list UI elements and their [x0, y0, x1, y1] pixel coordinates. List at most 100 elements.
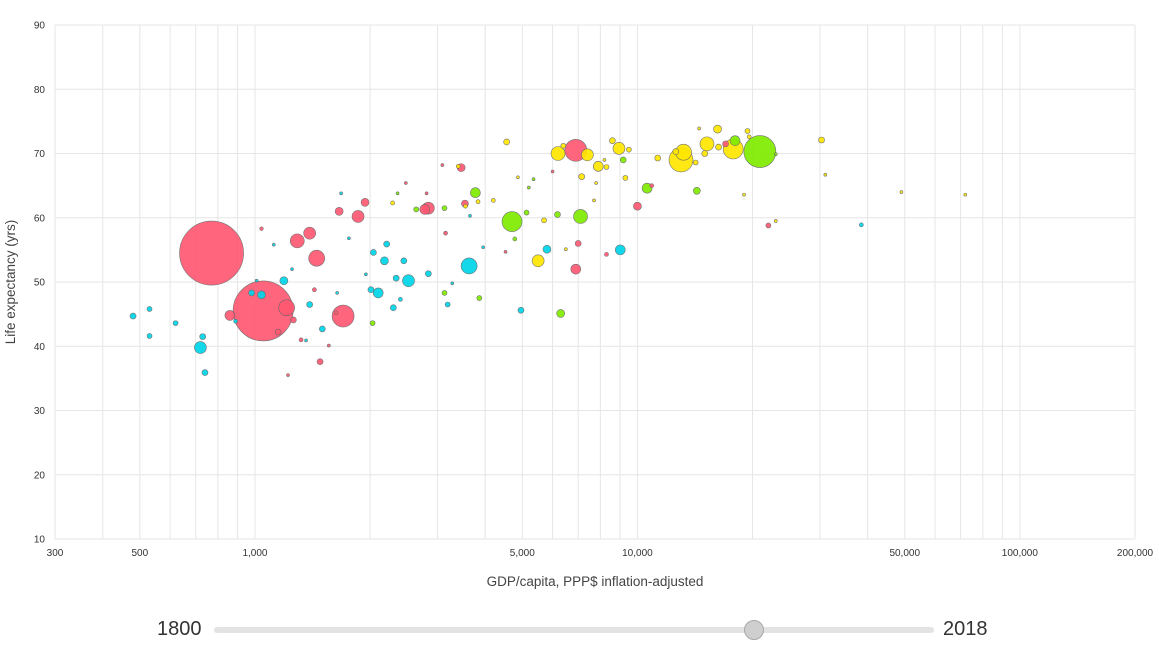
- bubble[interactable]: [257, 290, 266, 300]
- bubble[interactable]: [481, 245, 485, 250]
- bubble[interactable]: [672, 148, 680, 155]
- bubble[interactable]: [633, 201, 642, 211]
- bubble[interactable]: [503, 250, 508, 254]
- bubble[interactable]: [383, 240, 390, 248]
- bubble[interactable]: [312, 287, 317, 293]
- bubble[interactable]: [372, 287, 384, 299]
- bubble[interactable]: [424, 191, 429, 196]
- bubble[interactable]: [701, 150, 709, 157]
- bubble[interactable]: [254, 278, 259, 283]
- bubble[interactable]: [279, 276, 289, 286]
- bubble[interactable]: [443, 230, 448, 236]
- bubble[interactable]: [278, 299, 295, 317]
- bubble[interactable]: [468, 214, 472, 218]
- bubble[interactable]: [581, 148, 594, 162]
- bubble[interactable]: [503, 138, 510, 146]
- bubble[interactable]: [491, 198, 496, 203]
- bubble[interactable]: [744, 128, 751, 134]
- bubble[interactable]: [398, 297, 403, 302]
- bubble[interactable]: [201, 369, 209, 376]
- bubble[interactable]: [395, 191, 400, 196]
- bubble[interactable]: [729, 135, 741, 146]
- bubble[interactable]: [444, 301, 451, 308]
- bubble[interactable]: [331, 304, 355, 328]
- bubble[interactable]: [773, 219, 778, 223]
- bubble[interactable]: [335, 291, 339, 295]
- bubble[interactable]: [609, 137, 616, 144]
- bubble[interactable]: [622, 175, 629, 181]
- bubble[interactable]: [339, 191, 343, 196]
- bubble[interactable]: [271, 242, 276, 247]
- slider-track[interactable]: [214, 627, 934, 633]
- bubble[interactable]: [316, 358, 324, 365]
- bubble[interactable]: [303, 226, 316, 240]
- bubble[interactable]: [603, 164, 610, 170]
- bubble[interactable]: [390, 200, 395, 206]
- bubble[interactable]: [649, 183, 655, 188]
- bubble[interactable]: [129, 312, 137, 320]
- bubble[interactable]: [440, 163, 445, 167]
- bubble[interactable]: [470, 187, 481, 198]
- bubble[interactable]: [327, 343, 331, 348]
- bubble[interactable]: [194, 341, 207, 354]
- bubble[interactable]: [963, 192, 968, 197]
- bubble[interactable]: [413, 206, 420, 213]
- bubble[interactable]: [612, 142, 626, 155]
- bubble[interactable]: [594, 181, 598, 185]
- bubble[interactable]: [367, 286, 375, 294]
- bubble[interactable]: [333, 310, 339, 316]
- bubble[interactable]: [248, 289, 255, 297]
- bubble[interactable]: [476, 295, 483, 301]
- bubble[interactable]: [289, 233, 305, 249]
- bubble[interactable]: [742, 192, 746, 197]
- bubble[interactable]: [298, 337, 304, 343]
- bubble[interactable]: [308, 249, 325, 267]
- bubble[interactable]: [450, 281, 455, 286]
- bubble[interactable]: [542, 244, 552, 254]
- bubble[interactable]: [290, 267, 294, 271]
- bubble[interactable]: [425, 270, 432, 277]
- bubble[interactable]: [146, 306, 153, 312]
- bubble[interactable]: [146, 333, 153, 339]
- bubble[interactable]: [604, 252, 609, 257]
- bubble[interactable]: [400, 257, 408, 265]
- bubble[interactable]: [516, 175, 520, 180]
- bubble[interactable]: [172, 320, 179, 326]
- bubble[interactable]: [404, 181, 408, 185]
- bubble[interactable]: [722, 140, 729, 148]
- bubble[interactable]: [715, 143, 722, 151]
- bubble[interactable]: [347, 236, 351, 241]
- bubble[interactable]: [224, 310, 236, 321]
- bubble[interactable]: [259, 226, 264, 231]
- bubble[interactable]: [463, 203, 468, 209]
- bubble[interactable]: [746, 134, 752, 140]
- bubble[interactable]: [475, 199, 481, 204]
- bubble[interactable]: [274, 328, 282, 336]
- bubble[interactable]: [574, 240, 582, 247]
- bubble[interactable]: [773, 152, 778, 156]
- bubble[interactable]: [818, 136, 825, 144]
- bubble[interactable]: [654, 154, 662, 162]
- bubble[interactable]: [419, 204, 431, 215]
- bubble[interactable]: [592, 198, 596, 203]
- bubble[interactable]: [692, 159, 699, 166]
- bubble[interactable]: [360, 198, 370, 207]
- bubble[interactable]: [319, 325, 326, 333]
- bubble[interactable]: [554, 211, 561, 218]
- year-slider[interactable]: 1800 2018: [150, 612, 1000, 648]
- bubble[interactable]: [334, 207, 344, 216]
- slider-handle[interactable]: [744, 620, 764, 640]
- bubble[interactable]: [290, 316, 297, 324]
- bubble[interactable]: [743, 135, 777, 168]
- bubble[interactable]: [455, 164, 461, 169]
- bubble[interactable]: [392, 274, 400, 282]
- bubble[interactable]: [179, 220, 244, 286]
- bubble[interactable]: [899, 190, 904, 194]
- bubble[interactable]: [693, 186, 701, 195]
- bubble[interactable]: [351, 210, 365, 223]
- bubble[interactable]: [304, 338, 308, 343]
- bubble[interactable]: [614, 244, 626, 256]
- bubble[interactable]: [592, 161, 604, 172]
- bubble[interactable]: [527, 185, 531, 190]
- bubble[interactable]: [560, 142, 567, 149]
